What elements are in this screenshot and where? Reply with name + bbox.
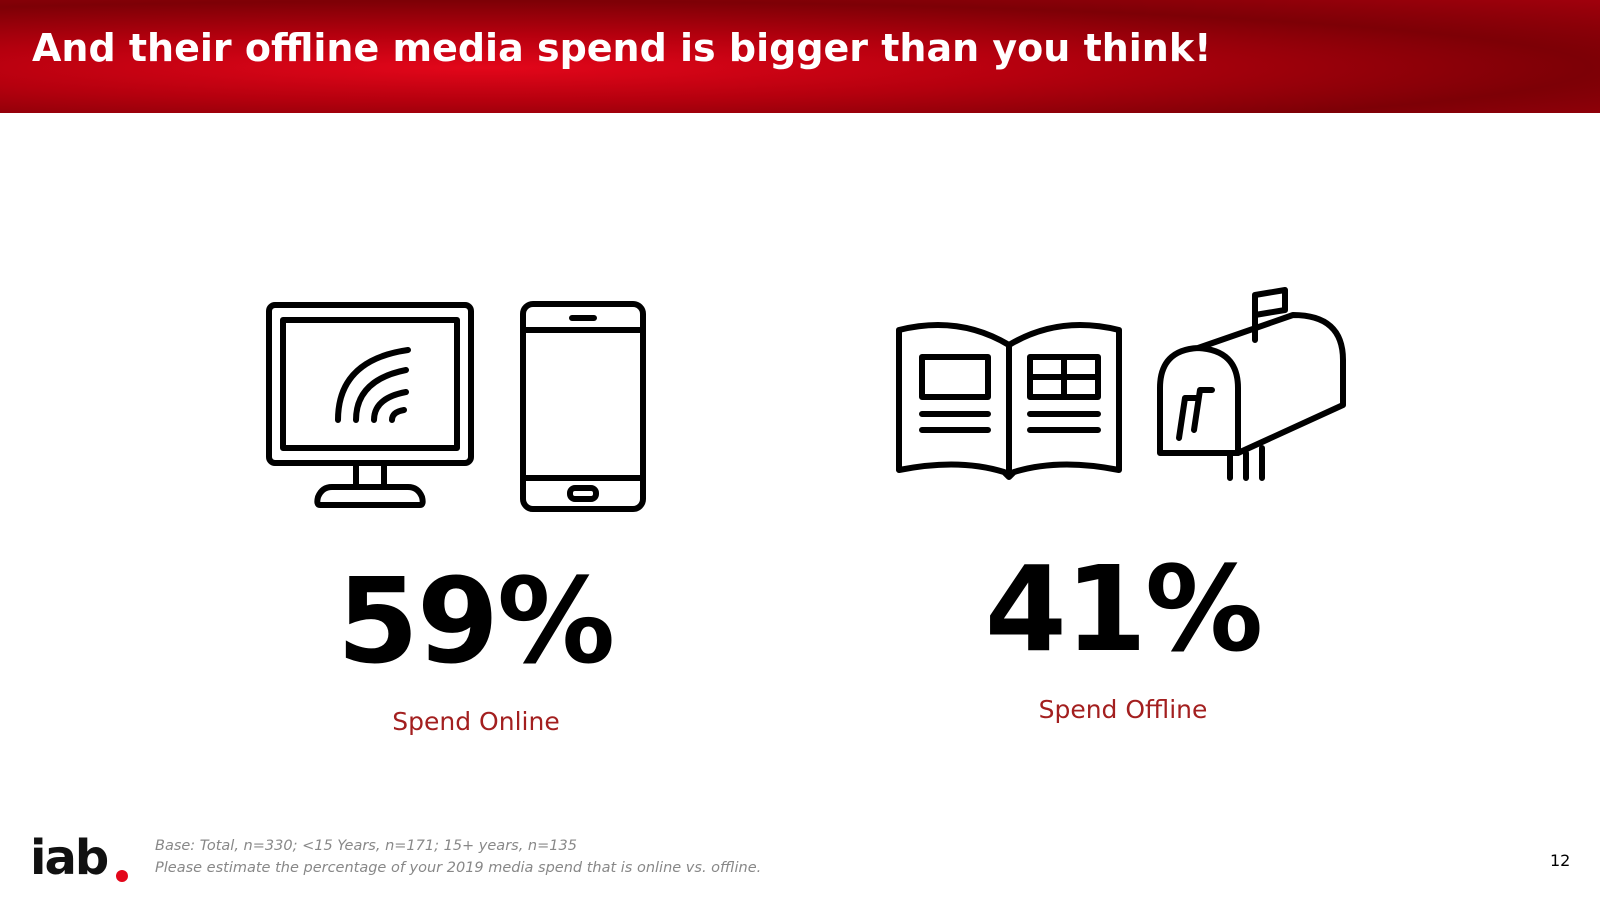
stat-label: Spend Online (392, 707, 560, 736)
logo-dot (116, 870, 128, 882)
monitor-icon (266, 302, 474, 508)
stat-value: 59% (336, 552, 615, 690)
footnote: Please estimate the percentage of your 2… (155, 860, 762, 876)
page-number: 12 (1550, 851, 1571, 870)
stat-label: Spend Offline (1038, 695, 1208, 724)
mailbox-icon (1157, 287, 1346, 481)
footnote: Base: Total, n=330; <15 Years, n=171; 15… (155, 838, 577, 854)
logo: iab (30, 830, 109, 886)
magazine-icon (896, 322, 1122, 480)
slide-title: And their offline media spend is bigger … (32, 26, 1212, 70)
stat-value: 41% (984, 540, 1263, 678)
header-banner (0, 0, 1600, 113)
phone-icon (520, 301, 646, 512)
